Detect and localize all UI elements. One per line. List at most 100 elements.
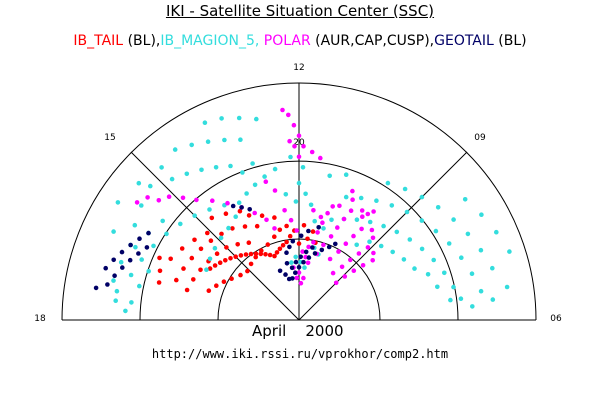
polar-point-51 — [301, 275, 306, 281]
polar-point-68 — [296, 133, 302, 138]
geotail-point-32 — [127, 257, 133, 263]
geotail-point-31 — [136, 251, 141, 256]
ib-tail-point-42 — [242, 224, 248, 229]
polar-point-9 — [336, 249, 341, 254]
ib-magion-5-point-31 — [189, 142, 194, 148]
ib-tail-point-16 — [217, 260, 223, 266]
geotail-point-26 — [128, 242, 133, 248]
geotail-point-29 — [103, 265, 108, 271]
polar-point-34 — [306, 244, 311, 250]
ib-tail-point-45 — [208, 238, 214, 243]
polar-point-11 — [351, 233, 356, 239]
ib-tail-point-14 — [228, 255, 233, 261]
ib-tail-point-18 — [207, 266, 213, 271]
polar-point-57 — [180, 195, 186, 201]
ib-magion-5-point-113 — [412, 266, 417, 271]
polar-point-26 — [370, 258, 376, 263]
ib-magion-5-point-49 — [123, 308, 128, 314]
ib-magion-5-point-76 — [478, 288, 484, 294]
ib-tail-point-5 — [272, 253, 277, 259]
ib-magion-5-point-24 — [213, 165, 219, 170]
ib-magion-5-point-80 — [435, 205, 441, 210]
geotail-point-34 — [112, 273, 117, 279]
geotail-point-6 — [319, 247, 325, 253]
polar-point-37 — [325, 210, 330, 216]
ib-magion-5-point-30 — [205, 139, 211, 144]
ib-magion-5-point-8 — [128, 272, 134, 278]
ib-magion-5-point-114 — [425, 272, 431, 277]
ib-tail-point-10 — [248, 251, 254, 257]
ib-magion-5-point-89 — [504, 284, 510, 290]
ib-magion-5-point-71 — [419, 218, 425, 223]
polar-point-22 — [333, 280, 339, 286]
ib-tail-point-25 — [253, 254, 258, 260]
tick-label-06: 06 — [550, 314, 562, 324]
polar-point-39 — [311, 208, 316, 213]
ib-tail-point-33 — [246, 240, 252, 245]
polar-point-60 — [145, 195, 150, 200]
ib-tail-point-20 — [284, 223, 289, 229]
ib-magion-5-point-3 — [132, 222, 138, 228]
polar-point-13 — [360, 214, 365, 219]
polar-point-31 — [305, 260, 311, 266]
ib-magion-5-point-98 — [302, 265, 307, 270]
polar-point-65 — [318, 155, 323, 161]
polar-point-49 — [296, 270, 302, 275]
ib-magion-5-point-96 — [327, 173, 333, 179]
geotail-point-22 — [306, 228, 311, 234]
polar-point-54 — [225, 200, 230, 206]
ib-tail-point-60 — [179, 246, 185, 251]
ib-magion-5-point-46 — [146, 268, 151, 274]
legend-polar-suffix: (AUR,CAP,CUSP), — [310, 33, 435, 49]
chart-title: IKI - Satellite Situation Center (SSC) — [165, 2, 435, 20]
geotail-point-27 — [119, 249, 125, 255]
ib-magion-5-point-21 — [207, 256, 213, 262]
ib-magion-5-point-70 — [404, 209, 410, 215]
ib-magion-5-point-28 — [238, 137, 243, 142]
polar-point-62 — [296, 154, 302, 159]
polar-point-8 — [327, 256, 333, 262]
ib-magion-5-point-26 — [184, 171, 190, 177]
polar-point-72 — [371, 209, 376, 214]
polar-point-45 — [272, 188, 278, 193]
ib-tail-point-41 — [254, 223, 260, 229]
ib-tail-point-26 — [248, 261, 254, 267]
polar-point-12 — [359, 226, 364, 232]
ib-magion-5-point-7 — [114, 288, 120, 294]
ib-magion-5-point-59 — [394, 229, 400, 235]
ib-magion-5-point-117 — [470, 304, 475, 309]
radial-line-15 — [130, 151, 300, 321]
ib-magion-5-point-10 — [151, 243, 156, 249]
ib-tail-point-57 — [301, 223, 307, 228]
tick-label-15: 15 — [104, 133, 115, 143]
polar-point-47 — [294, 275, 300, 281]
ib-magion-5-point-54 — [329, 217, 334, 223]
polar-point-44 — [264, 217, 269, 223]
ib-magion-5-point-41 — [250, 161, 255, 166]
geotail-point-17 — [284, 261, 290, 266]
geotail-point-14 — [286, 276, 292, 282]
ib-tail-point-28 — [238, 272, 243, 278]
polar-point-25 — [360, 263, 366, 268]
geotail-point-1 — [293, 270, 298, 276]
geotail-point-16 — [277, 268, 283, 274]
legend-ib-magion-5: IB_MAGION_5, — [160, 33, 260, 49]
ib-magion-5-point-111 — [390, 249, 396, 255]
ib-magion-5-point-84 — [490, 265, 495, 271]
ib-magion-5-point-6 — [111, 278, 116, 283]
ib-tail-point-39 — [191, 277, 196, 282]
data-points — [93, 107, 512, 314]
ib-tail-point-51 — [259, 213, 265, 218]
ib-magion-5-point-20 — [212, 245, 218, 251]
ib-magion-5-point-32 — [172, 147, 178, 152]
radial-tick-20: 20 — [293, 138, 305, 148]
geotail-point-25 — [137, 236, 142, 241]
geotail-point-30 — [144, 245, 150, 250]
polar-point-1 — [321, 242, 326, 248]
polar-point-42 — [282, 208, 287, 213]
ib-magion-5-point-39 — [252, 182, 258, 188]
ib-tail-point-30 — [221, 279, 227, 285]
polar-point-52 — [252, 210, 257, 216]
ib-magion-5-point-68 — [374, 198, 379, 203]
ib-tail-point-4 — [274, 250, 280, 255]
